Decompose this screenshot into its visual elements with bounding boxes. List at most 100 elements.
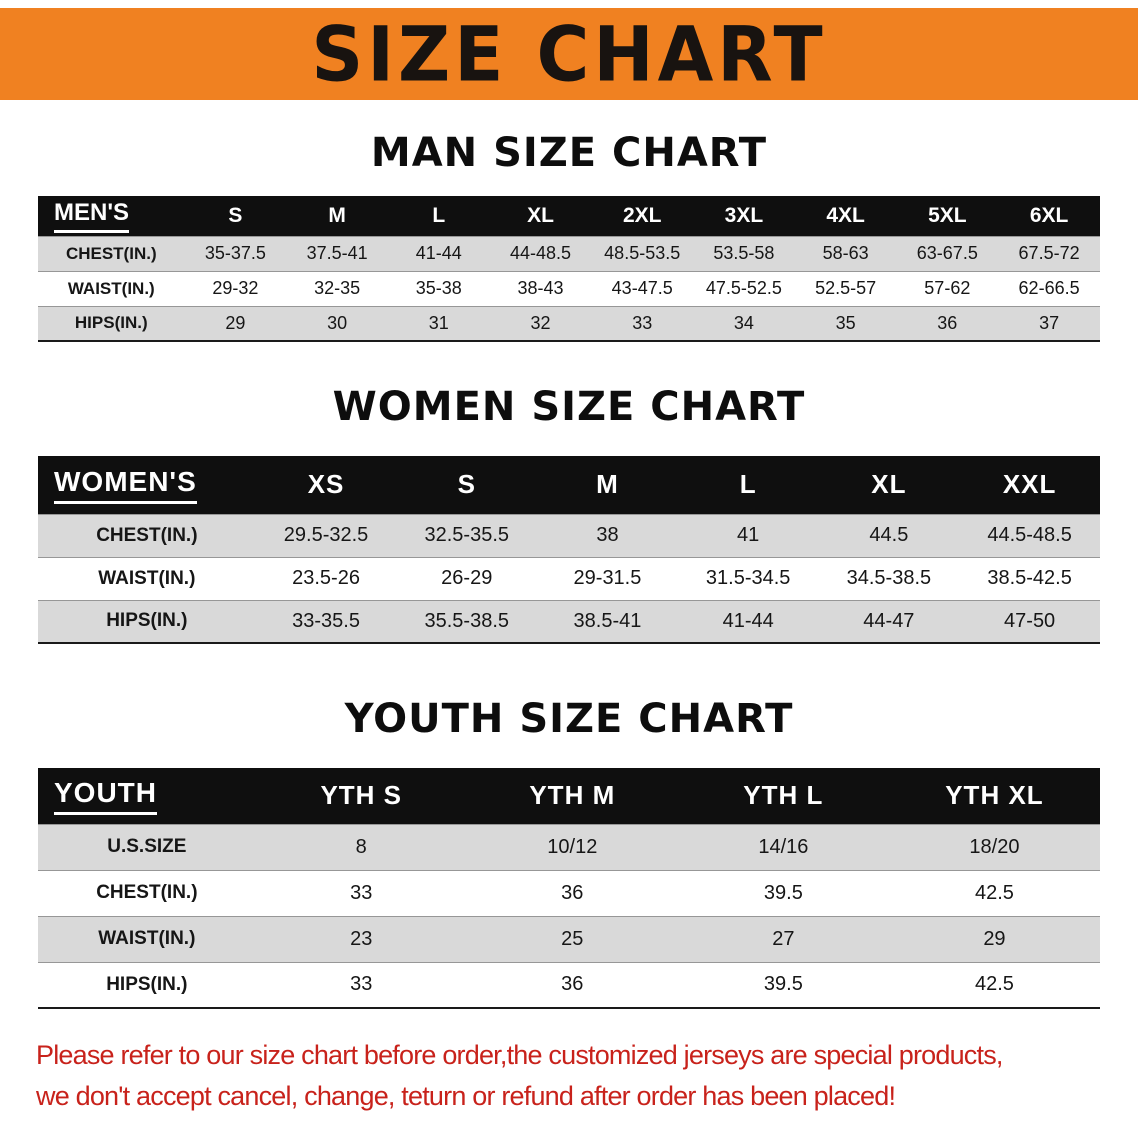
- men-cell-chest-in-6xl: 67.5-72: [1018, 243, 1080, 263]
- men-row-hips-in: HIPS(IN.) 29 30 31 32 33 34 35 36 37: [38, 306, 1100, 341]
- men-cell-waist-in-6xl: 62-66.5: [1018, 278, 1080, 298]
- men-cell-hips-in-xl: 32: [530, 312, 551, 333]
- youth-section-title: YOUTH SIZE CHART: [344, 696, 794, 742]
- men-size-col-xl: XL: [489, 196, 592, 236]
- men-size-col-4xl: 4XL: [794, 196, 897, 236]
- women-row-chest-in: CHEST(IN.) 29.5-32.5 32.5-35.5 38 41 44.5 44.5…: [38, 514, 1100, 557]
- youth-cell-hips-in-yth-l: 39.5: [763, 973, 803, 996]
- youth-size-col-yth-l: YTH L: [677, 768, 889, 824]
- women-size-col-xxl: XXL: [959, 456, 1100, 514]
- women-cell-hips-in-l: 41-44: [722, 609, 774, 632]
- youth-row-u-s-size: U.S.SIZE 8 10/12 14/16 18/20: [38, 824, 1100, 870]
- women-size-col-s: S: [396, 456, 538, 514]
- youth-row-label-hips-in: HIPS(IN.): [106, 973, 188, 995]
- youth-cell-waist-in-yth-l: 27: [772, 927, 795, 950]
- men-size-col-2xl: 2XL: [591, 196, 694, 236]
- women-table-label: WOMEN'S: [38, 456, 256, 514]
- men-header-row: MEN'S S M L XL 2XL 3XL 4XL 5XL 6XL: [38, 196, 1100, 236]
- youth-cell-hips-in-yth-xl: 42.5: [974, 973, 1014, 996]
- women-cell-waist-in-s: 26-29: [441, 567, 493, 589]
- women-cell-chest-in-s: 32.5-35.5: [424, 524, 510, 546]
- women-row-label-waist-in: WAIST(IN.): [98, 567, 196, 589]
- footer-line-1: Please refer to our size chart before or…: [36, 1040, 1003, 1070]
- women-cell-chest-in-xxl: 44.5-48.5: [987, 524, 1072, 546]
- men-size-col-6xl: 6XL: [998, 196, 1100, 236]
- men-size-col-m: M: [286, 196, 388, 236]
- women-header-row: WOMEN'S XS S M L XL XXL: [38, 456, 1100, 514]
- men-row-label-chest-in: CHEST(IN.): [65, 243, 157, 263]
- men-cell-chest-in-s: 35-37.5: [204, 243, 266, 263]
- men-cell-hips-in-m: 30: [327, 312, 348, 333]
- women-row-waist-in: WAIST(IN.) 23.5-26 26-29 29-31.5 31.5-34.5 34…: [38, 557, 1100, 600]
- men-size-col-l: L: [387, 196, 490, 236]
- men-cell-hips-in-s: 29: [225, 312, 246, 333]
- youth-cell-u-s-size-yth-s: 8: [355, 835, 367, 858]
- footer-line-2: we don't accept cancel, change, teturn o…: [36, 1080, 896, 1111]
- youth-size-col-yth-s: YTH S: [255, 768, 467, 824]
- women-cell-hips-in-xxl: 47-50: [1004, 609, 1056, 632]
- footer-note: Please refer to our size chart before or…: [36, 1035, 1118, 1116]
- youth-size-table: YOUTH YTH S YTH M YTH L YTH XL U.S.SIZE 8 10/12…: [38, 768, 1100, 1009]
- women-cell-hips-in-xl: 44-47: [863, 609, 915, 632]
- youth-cell-chest-in-yth-xl: 42.5: [974, 881, 1014, 904]
- men-cell-chest-in-3xl: 53.5-58: [713, 243, 775, 263]
- women-section-title: WOMEN SIZE CHART: [332, 384, 806, 430]
- women-size-col-l: L: [677, 456, 819, 514]
- youth-cell-chest-in-yth-l: 39.5: [763, 881, 803, 904]
- women-cell-chest-in-m: 38: [596, 524, 619, 546]
- women-size-table: WOMEN'S XS S M L XL XXL CHEST(IN.) 29.5-32.5 32.5…: [38, 456, 1100, 644]
- women-size-col-xl: XL: [818, 456, 960, 514]
- youth-cell-u-s-size-yth-xl: 18/20: [969, 835, 1020, 858]
- men-row-label-waist-in: WAIST(IN.): [67, 278, 155, 298]
- men-cell-waist-in-2xl: 43-47.5: [611, 278, 673, 298]
- men-row-chest-in: CHEST(IN.) 35-37.5 37.5-41 41-44 44-48.5 48.5…: [38, 236, 1100, 271]
- women-cell-hips-in-xs: 33-35.5: [292, 609, 360, 632]
- women-cell-hips-in-m: 38.5-41: [573, 609, 642, 632]
- youth-cell-hips-in-yth-m: 36: [561, 973, 584, 996]
- youth-cell-u-s-size-yth-l: 14/16: [758, 835, 809, 858]
- women-row-hips-in: HIPS(IN.) 33-35.5 35.5-38.5 38.5-41 41-44 44-…: [38, 600, 1100, 643]
- men-cell-hips-in-2xl: 33: [632, 312, 653, 333]
- women-cell-waist-in-xs: 23.5-26: [292, 567, 360, 589]
- women-size-col-m: M: [537, 456, 678, 514]
- youth-header-row: YOUTH YTH S YTH M YTH L YTH XL: [38, 768, 1100, 824]
- women-cell-chest-in-xs: 29.5-32.5: [283, 524, 369, 546]
- men-cell-waist-in-xl: 38-43: [517, 278, 564, 298]
- women-size-col-xs: XS: [255, 456, 397, 514]
- women-row-label-chest-in: CHEST(IN.): [96, 524, 198, 546]
- women-table-container: WOMEN'S XS S M L XL XXL CHEST(IN.) 29.5-32.5 32.5…: [38, 456, 1100, 644]
- men-size-col-s: S: [184, 196, 287, 236]
- men-size-col-5xl: 5XL: [896, 196, 999, 236]
- men-cell-chest-in-xl: 44-48.5: [509, 243, 572, 263]
- youth-size-col-yth-m: YTH M: [466, 768, 678, 824]
- men-size-table: MEN'S S M L XL 2XL 3XL 4XL 5XL 6XL CHEST(IN.) 35-37…: [38, 196, 1100, 342]
- youth-table-label: YOUTH: [38, 768, 256, 824]
- men-cell-hips-in-3xl: 34: [733, 312, 754, 333]
- women-cell-chest-in-l: 41: [737, 524, 760, 546]
- men-row-label-hips-in: HIPS(IN.): [74, 313, 148, 333]
- banner-title: SIZE CHART: [311, 9, 827, 99]
- men-row-waist-in: WAIST(IN.) 29-32 32-35 35-38 38-43 43-47.5 47.…: [38, 271, 1100, 306]
- women-cell-waist-in-xl: 34.5-38.5: [846, 567, 932, 589]
- youth-table-label-text: YOUTH: [54, 777, 157, 815]
- youth-row-hips-in: HIPS(IN.) 33 36 39.5 42.5: [38, 962, 1100, 1008]
- men-cell-chest-in-m: 37.5-41: [306, 243, 368, 263]
- youth-cell-waist-in-yth-s: 23: [350, 927, 373, 950]
- men-cell-chest-in-l: 41-44: [415, 243, 462, 263]
- men-cell-waist-in-l: 35-38: [415, 278, 462, 298]
- youth-cell-chest-in-yth-m: 36: [561, 881, 584, 904]
- youth-cell-hips-in-yth-s: 33: [350, 973, 373, 996]
- youth-cell-u-s-size-yth-m: 10/12: [547, 835, 598, 858]
- youth-size-col-yth-xl: YTH XL: [888, 768, 1100, 824]
- youth-row-label-u-s-size: U.S.SIZE: [107, 836, 187, 857]
- youth-table-container: YOUTH YTH S YTH M YTH L YTH XL U.S.SIZE 8 10/12…: [38, 768, 1100, 1009]
- youth-row-label-chest-in: CHEST(IN.): [96, 882, 198, 903]
- men-cell-chest-in-5xl: 63-67.5: [916, 243, 978, 263]
- women-table-label-text: WOMEN'S: [54, 466, 197, 504]
- men-cell-chest-in-4xl: 58-63: [822, 243, 869, 263]
- men-size-col-3xl: 3XL: [693, 196, 795, 236]
- men-cell-hips-in-l: 31: [428, 312, 449, 333]
- men-cell-waist-in-s: 29-32: [212, 278, 259, 298]
- women-cell-chest-in-xl: 44.5: [869, 524, 909, 546]
